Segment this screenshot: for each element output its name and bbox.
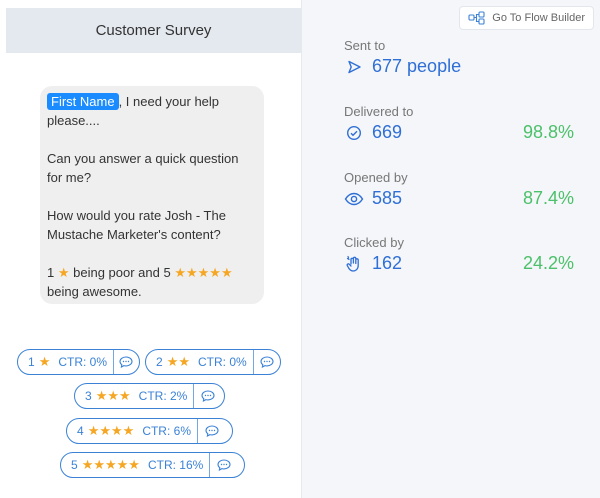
check-circle-icon [344, 123, 364, 143]
stat-left: 669 [344, 122, 402, 143]
five-stars-icon: ★★★★★ [174, 265, 233, 280]
rating-button-2[interactable]: 2 ★★ CTR: 0% [145, 349, 281, 375]
divider [193, 384, 195, 408]
ctr-label: CTR: 0% [198, 355, 247, 369]
rating-button-5-main: 5 ★★★★★ CTR: 16% [61, 453, 209, 477]
chat-reply-icon[interactable] [210, 453, 238, 477]
stat-row: 162 24.2% [344, 253, 574, 274]
rating-button-number: 1 [28, 355, 35, 369]
first-name-tag: First Name [47, 93, 119, 110]
message-line-4-suffix: being awesome. [47, 284, 142, 299]
rating-button-number: 2 [156, 355, 163, 369]
stat-row: 677 people [344, 56, 574, 77]
stat-opened: Opened by 585 87.4% [344, 170, 574, 209]
stat-percentage: 87.4% [522, 188, 574, 208]
star-icon: ★ [57, 265, 70, 280]
left-panel: Customer Survey First Name, I need your … [6, 0, 302, 498]
rating-button-3-main: 3 ★★★ CTR: 2% [75, 384, 193, 408]
panel-title: Customer Survey [6, 8, 301, 53]
stat-row: 585 87.4% [344, 188, 574, 209]
divider [209, 453, 211, 477]
chat-reply-icon[interactable] [198, 419, 226, 443]
divider [113, 350, 114, 374]
stat-percentage: 98.8% [522, 122, 574, 142]
stat-value: 677 people [372, 56, 462, 76]
three-stars-icon: ★★★ [95, 388, 131, 403]
divider [197, 419, 198, 443]
divider [252, 350, 254, 374]
rating-button-number: 5 [71, 458, 78, 472]
rating-button-4[interactable]: 4 ★★★★ CTR: 6% [66, 418, 233, 444]
star-icon: ★ [38, 354, 51, 369]
stat-percentage: 24.2% [522, 253, 574, 273]
message-line-4-middle: being poor and 5 [69, 265, 175, 280]
stat-value: 669 [372, 122, 403, 142]
ctr-label: CTR: 6% [142, 424, 191, 438]
rating-button-2-main: 2 ★★ CTR: 0% [146, 350, 253, 374]
rating-button-number: 3 [85, 389, 92, 403]
message-line-1-text: , I need your help please.... [47, 94, 220, 128]
stat-value: 162 [372, 253, 403, 273]
stat-row: 669 98.8% [344, 122, 574, 143]
stat-clicked: Clicked by 162 24.2% [344, 235, 574, 274]
rating-button-1[interactable]: 1 ★ CTR: 0% [17, 349, 140, 375]
two-stars-icon: ★★ [166, 354, 190, 369]
stat-delivered: Delivered to 669 98.8% [344, 104, 574, 143]
ctr-label: CTR: 16% [147, 458, 204, 472]
ctr-label: CTR: 2% [138, 389, 188, 403]
send-icon [344, 57, 364, 77]
stat-left: 162 [344, 253, 402, 274]
stat-left: 677 people [344, 56, 461, 77]
stat-label: Clicked by [344, 235, 404, 250]
flow-builder-icon [468, 11, 485, 25]
stat-sent: Sent to 677 people [344, 38, 574, 77]
chat-reply-icon[interactable] [254, 350, 280, 374]
ctr-label: CTR: 0% [58, 355, 108, 369]
message-bubble: First Name, I need your help please.... … [40, 86, 264, 304]
stat-label: Sent to [344, 38, 386, 53]
hand-click-icon [344, 254, 364, 274]
rating-button-4-main: 4 ★★★★ CTR: 6% [67, 419, 197, 443]
stat-value: 585 [372, 188, 403, 208]
message-line-2: Can you answer a quick question for me? [47, 151, 239, 185]
chat-reply-icon[interactable] [114, 350, 139, 374]
five-stars-icon: ★★★★★ [81, 457, 140, 472]
message-line-1: First Name, I need your help please.... [47, 92, 256, 130]
rating-button-1-main: 1 ★ CTR: 0% [18, 350, 113, 374]
flow-builder-label: Go To Flow Builder [492, 12, 585, 24]
rating-button-3[interactable]: 3 ★★★ CTR: 2% [74, 383, 225, 409]
four-stars-icon: ★★★★ [87, 423, 135, 438]
stat-label: Opened by [344, 170, 408, 185]
stat-label: Delivered to [344, 104, 414, 119]
go-to-flow-builder-button[interactable]: Go To Flow Builder [459, 6, 594, 30]
eye-icon [344, 189, 364, 209]
stats-panel: Go To Flow Builder Sent to 677 people De… [302, 0, 600, 498]
panel-title-text: Customer Survey [95, 22, 212, 39]
chat-reply-icon[interactable] [194, 384, 222, 408]
message-line-3: How would you rate Josh - The Mustache M… [47, 208, 226, 242]
rating-low-number: 1 [47, 265, 55, 280]
rating-button-5[interactable]: 5 ★★★★★ CTR: 16% [60, 452, 245, 478]
rating-button-number: 4 [77, 424, 84, 438]
stat-left: 585 [344, 188, 402, 209]
message-line-4: 1 ★ being poor and 5 ★★★★★ being awesome. [47, 263, 256, 301]
